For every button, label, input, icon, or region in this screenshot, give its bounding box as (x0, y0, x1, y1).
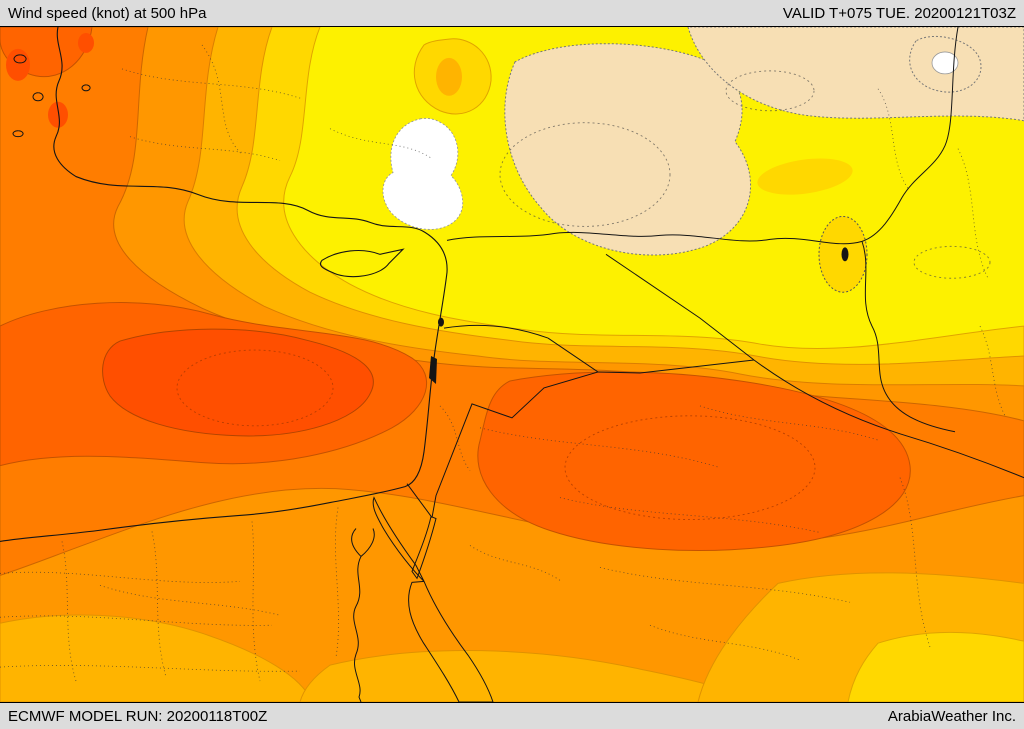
admin-boundaries-misc (439, 405, 801, 661)
contour-band-amber-bottom-left (0, 614, 313, 702)
brand-label: ArabiaWeather Inc. (887, 707, 1016, 725)
contour-patch-orange-top (436, 57, 462, 96)
border-iraq-jordan (597, 359, 755, 374)
border-iran-iraq-south (861, 241, 956, 433)
dotted-contour-loop-3 (913, 245, 991, 279)
contour-patch-white-main (382, 117, 464, 230)
admin-boundaries-iran (877, 88, 1006, 417)
admin-boundaries-egypt-horizontal (0, 571, 301, 672)
valid-time-label: VALID T+075 TUE. 20200121T03Z (782, 4, 1016, 22)
sea-of-galilee (438, 317, 444, 327)
wind-speed-contour-map (0, 27, 1024, 702)
dotted-contour-loop-1 (499, 122, 671, 227)
model-run-label: ECMWF MODEL RUN: 20200118T00Z (8, 707, 268, 725)
gulf-of-suez-outline (372, 496, 425, 582)
nile-river (351, 528, 375, 702)
dotted-contour-loop-2 (725, 70, 815, 112)
mediterranean-coastline (0, 27, 448, 543)
iraq-lake-shape (841, 247, 849, 262)
contour-patch-cream-main (504, 43, 752, 256)
border-syria-iraq (605, 253, 755, 361)
border-syria-jordan (443, 324, 549, 339)
map-header: Wind speed (knot) at 500 hPa VALID T+075… (0, 0, 1024, 26)
contour-spot-red-corner-2 (48, 101, 68, 128)
cyprus-island-outline (319, 248, 405, 278)
border-turkey-syria-iran (446, 27, 959, 245)
map-footer: ECMWF MODEL RUN: 20200118T00Z ArabiaWeat… (0, 703, 1024, 729)
contour-band-amber-bottom-mid (299, 650, 761, 702)
map-area (0, 26, 1024, 703)
contour-core-deep-orange-east (477, 371, 911, 551)
map-title: Wind speed (knot) at 500 hPa (8, 4, 207, 22)
dotted-contour-loop-5 (564, 415, 816, 520)
border-iraq-saudi-east (753, 359, 1024, 479)
contour-spot-red-corner-3 (78, 32, 94, 53)
contour-patch-gold-east (757, 158, 853, 195)
dead-sea (429, 356, 437, 384)
dotted-contour-loop-4 (176, 349, 334, 427)
contour-patch-white-small (931, 51, 959, 75)
contour-spot-red-corner-1 (6, 48, 30, 81)
aegean-islands (12, 54, 91, 138)
border-egypt-israel (406, 483, 433, 518)
red-sea-outline (408, 580, 494, 702)
contour-core-red-orange-west (102, 328, 374, 437)
gulf-of-aqaba-outline (411, 515, 437, 580)
